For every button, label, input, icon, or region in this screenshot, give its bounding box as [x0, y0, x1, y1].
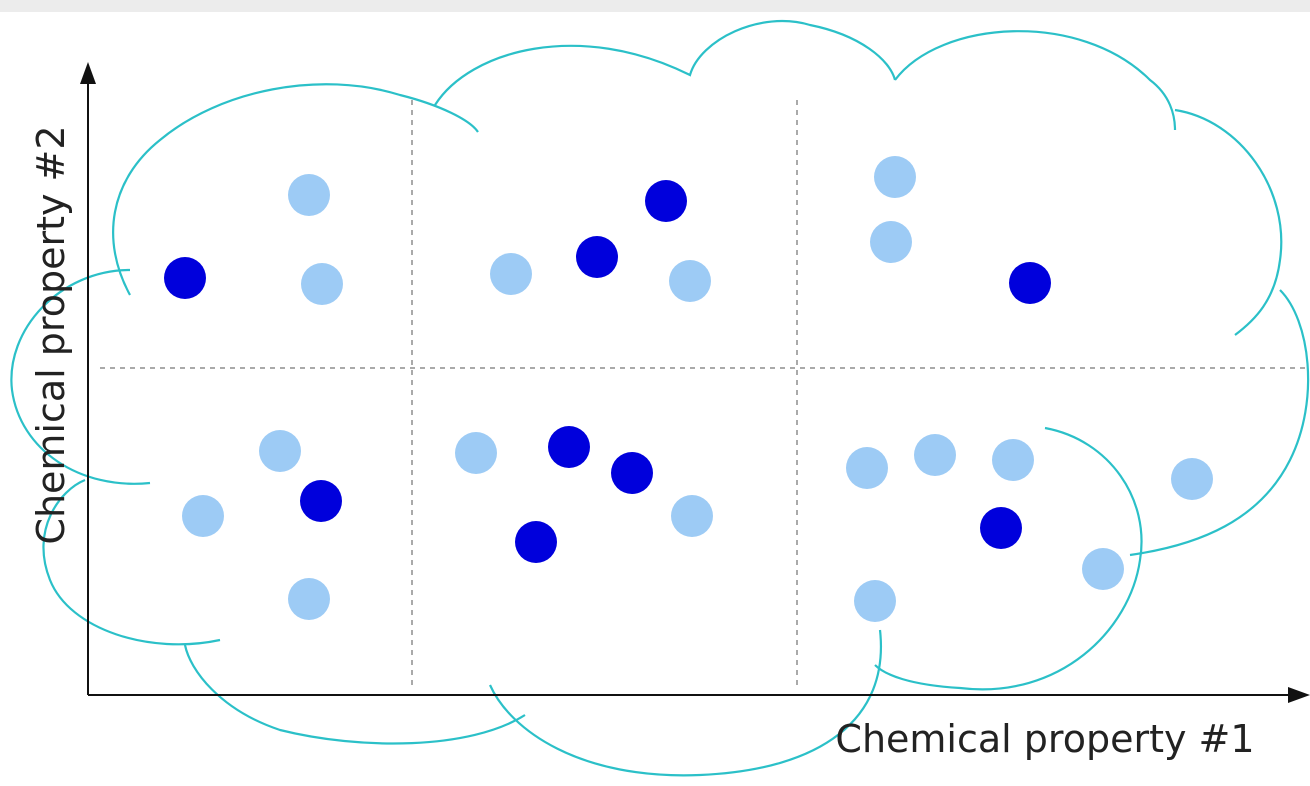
x-axis-label: Chemical property #1	[835, 717, 1254, 761]
diagram: Chemical property #1 Chemical property #…	[0, 0, 1310, 786]
axes	[80, 62, 1310, 703]
points	[164, 156, 1213, 622]
grid	[100, 100, 1305, 690]
top-band	[0, 0, 1310, 12]
y-axis-label: Chemical property #2	[29, 125, 73, 544]
cloud-outline	[11, 21, 1308, 775]
